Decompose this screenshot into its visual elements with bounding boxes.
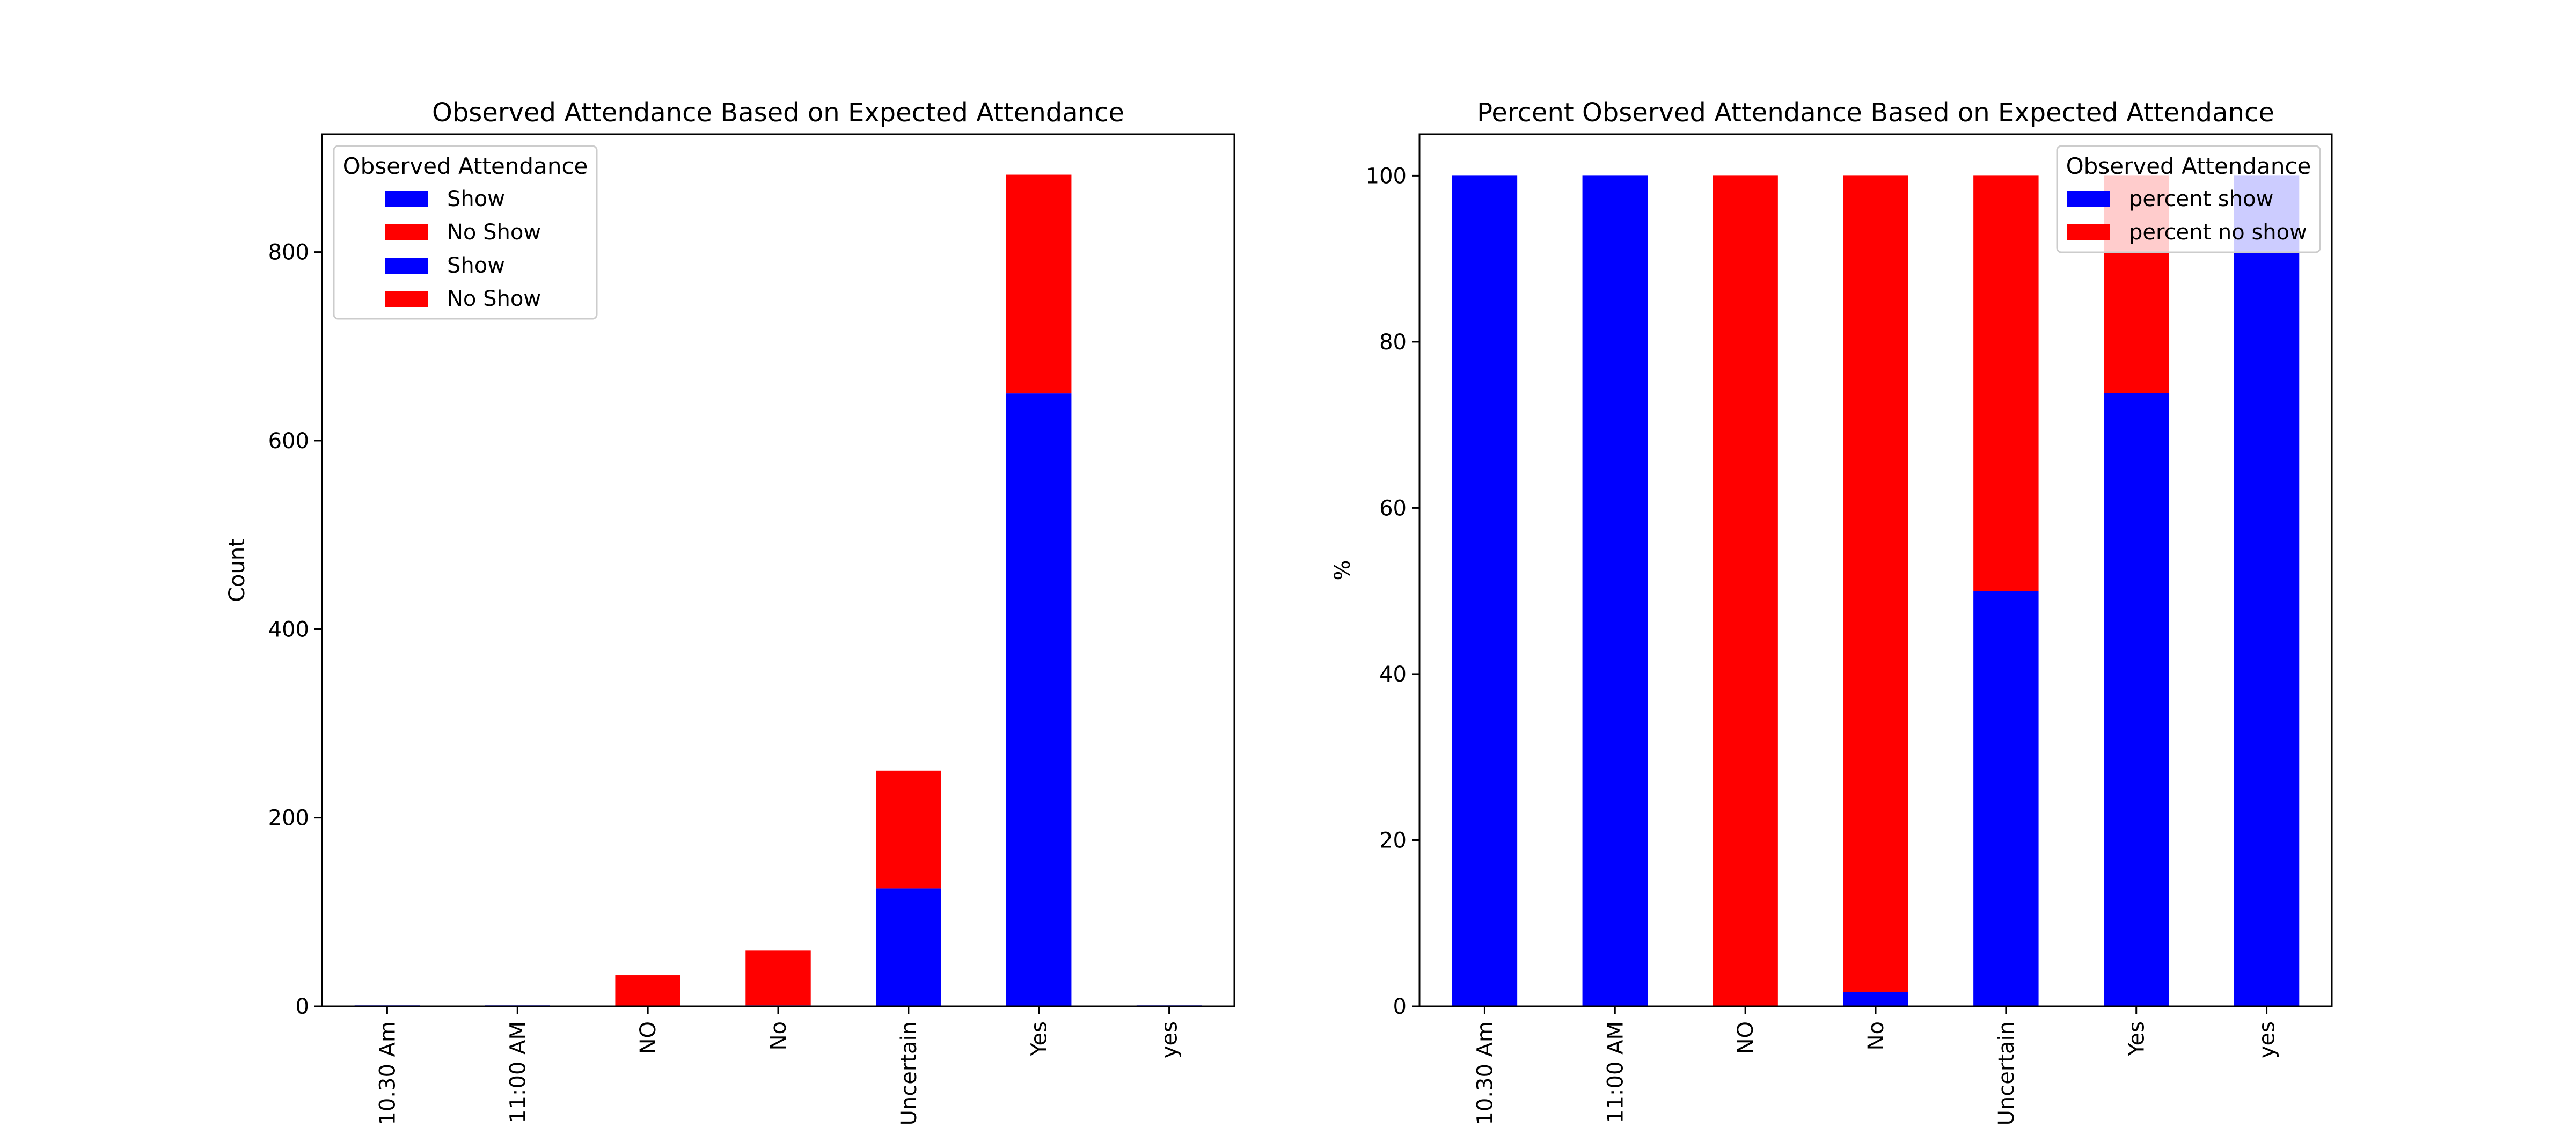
y-tick-label: 60 — [1379, 496, 1407, 521]
x-tick-label: 11:00 AM — [506, 1021, 530, 1123]
x-tick-label: yes — [2255, 1021, 2280, 1058]
legend: Observed Attendance percent show percent n… — [2056, 145, 2321, 253]
chart-panel-1: 0 200 400 600 800 10.30 Am 11:00 AM NO No Uncerta… — [225, 98, 1235, 1125]
bar-percent-show — [2234, 175, 2300, 1006]
y-tick-label: 100 — [1366, 164, 1407, 188]
y-tick-label: 20 — [1379, 828, 1407, 853]
x-tick-label: Uncertain — [1994, 1021, 2019, 1125]
legend-label: percent show — [2129, 187, 2273, 211]
x-tick-label: yes — [1158, 1021, 1182, 1058]
y-axis-label: % — [1330, 560, 1355, 580]
y-tick-label: 80 — [1379, 330, 1407, 355]
legend-title: Observed Attendance — [343, 153, 588, 179]
y-tick-label: 800 — [268, 240, 309, 265]
bar-percent-show — [1452, 175, 1518, 1006]
y-tick-label: 40 — [1379, 662, 1407, 687]
legend-swatch — [385, 291, 428, 307]
legend-box — [2056, 145, 2321, 253]
bar-percent-no-show — [1713, 175, 1778, 1006]
x-tick-label: No — [1864, 1021, 1889, 1050]
x-tick-label: Uncertain — [897, 1021, 921, 1125]
bar-no-show — [876, 770, 941, 889]
x-tick-label: No — [766, 1021, 791, 1050]
legend-title: Observed Attendance — [2066, 153, 2311, 179]
x-tick-label: NO — [636, 1021, 661, 1054]
bar-percent-no-show — [1973, 175, 2039, 591]
bar-no-show — [745, 950, 811, 1006]
bar-show — [876, 888, 941, 1006]
chart-title: Percent Observed Attendance Based on Exp… — [1477, 98, 2274, 128]
x-tick-label: NO — [1733, 1021, 1758, 1054]
y-axis-label: Count — [225, 538, 250, 602]
chart-panel-2: 0 20 40 60 80 100 10.30 Am 11:00 AM NO No Uncertai… — [1330, 98, 2333, 1125]
y-tick-label: 0 — [1393, 994, 1407, 1019]
x-tick-label: 10.30 Am — [1473, 1021, 1497, 1125]
y-tick-label: 0 — [296, 994, 309, 1019]
legend-swatch — [385, 191, 428, 207]
y-tick-label: 600 — [268, 429, 309, 453]
legend-swatch — [385, 258, 428, 274]
bar-show — [1006, 393, 1072, 1006]
bar-percent-show — [1582, 175, 1648, 1006]
bar-percent-show — [2104, 393, 2169, 1006]
x-tick-label: 11:00 AM — [1603, 1021, 1628, 1123]
legend-swatch — [385, 224, 428, 240]
legend-label: Show — [447, 253, 505, 278]
chart-title: Observed Attendance Based on Expected At… — [432, 98, 1124, 128]
legend-swatch — [2067, 224, 2110, 240]
bar-no-show — [615, 975, 680, 1006]
x-tick-label: 10.30 Am — [375, 1021, 400, 1125]
x-tick-label: Yes — [2125, 1021, 2149, 1057]
y-tick-label: 400 — [268, 617, 309, 642]
legend-label: Show — [447, 187, 505, 211]
legend-swatch — [2067, 191, 2110, 207]
legend-label: percent no show — [2129, 220, 2307, 245]
bar-percent-show — [1843, 992, 1908, 1006]
bar-no-show — [1006, 174, 1072, 394]
y-tick-label: 200 — [268, 806, 309, 831]
legend-label: No Show — [447, 220, 541, 245]
legend-box — [333, 145, 598, 320]
legend: Observed Attendance Show No Show Show No Sho… — [333, 145, 598, 320]
bar-percent-no-show — [1843, 175, 1908, 992]
legend-label: No Show — [447, 287, 541, 311]
x-tick-label: Yes — [1027, 1021, 1052, 1057]
bar-percent-show — [1973, 591, 2039, 1006]
